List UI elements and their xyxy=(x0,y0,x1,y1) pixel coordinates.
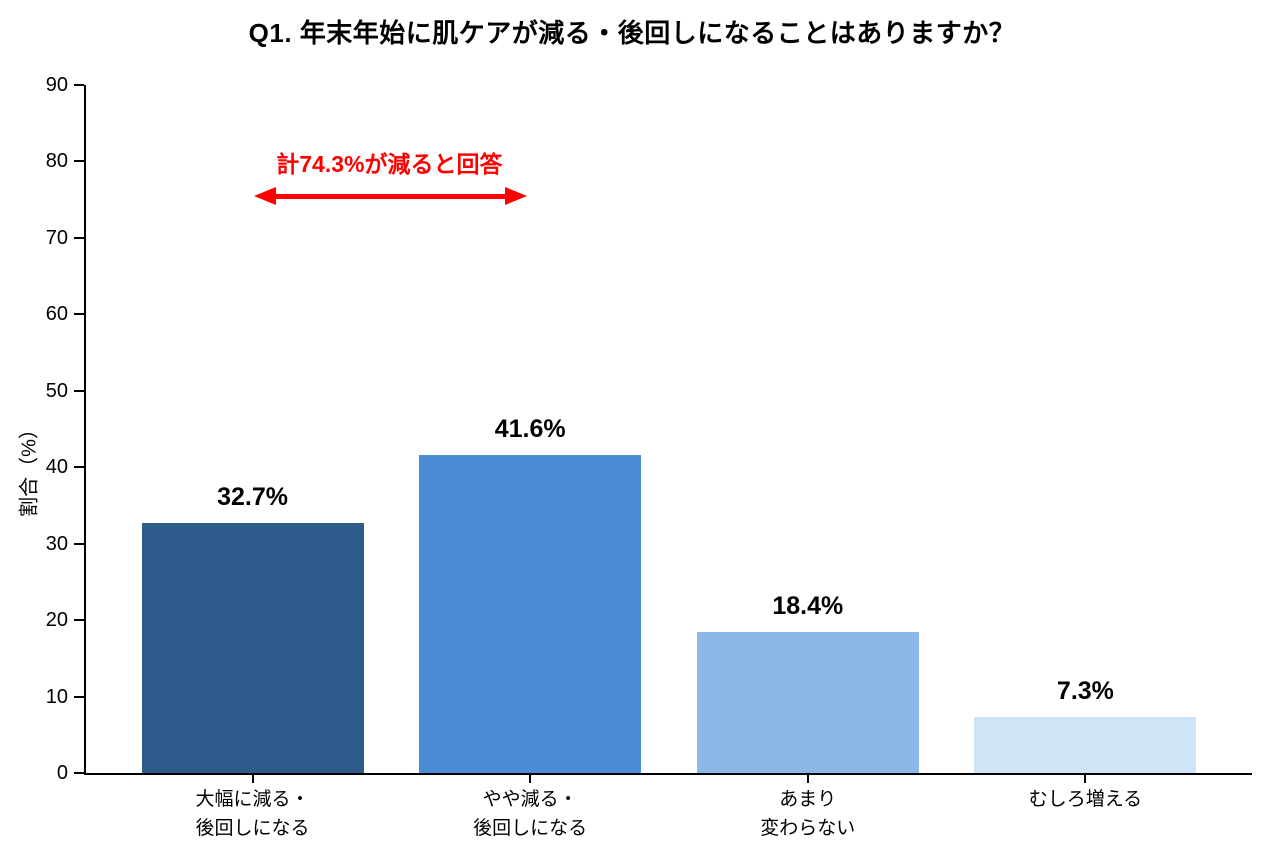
category-label: むしろ増える xyxy=(1028,789,1143,810)
y-axis-tick xyxy=(74,313,84,316)
plot-area: 0 10 20 30 40 50 60 70 80 90 32.7% 大幅に減る・ 後回しになる 41.… xyxy=(46,74,1252,839)
y-tick-label: 70 xyxy=(45,226,68,249)
bar xyxy=(974,717,1197,773)
arrow-right-head-icon xyxy=(505,186,528,205)
y-tick-label: 60 xyxy=(45,303,68,326)
bar xyxy=(419,455,642,773)
x-axis-tick xyxy=(1084,773,1087,783)
annotation-double-arrow xyxy=(253,186,528,206)
bar-value-label: 32.7% xyxy=(217,483,288,512)
category-label: 大幅に減る・ 後回しになる xyxy=(195,789,310,839)
y-axis-tick xyxy=(74,772,84,774)
y-tick-label: 10 xyxy=(45,685,68,708)
x-axis-tick xyxy=(806,773,809,783)
chart-title: Q1. 年末年始に肌ケアが減る・後回しになることはありますか？ xyxy=(248,18,1016,48)
category-label: あまり 変わらない xyxy=(760,789,856,839)
y-axis-tick xyxy=(74,695,84,698)
bar-value-label: 18.4% xyxy=(772,592,844,621)
y-tick-label: 30 xyxy=(45,532,68,555)
y-axis-tick xyxy=(74,84,84,86)
x-axis-tick xyxy=(529,773,532,783)
y-axis-tick xyxy=(74,542,84,545)
y-axis-tick xyxy=(74,619,84,622)
y-axis-tick xyxy=(74,389,84,392)
y-tick-label: 80 xyxy=(45,150,68,173)
y-tick-label: 0 xyxy=(56,762,68,784)
y-axis-tick xyxy=(74,466,84,469)
arrow-line xyxy=(263,193,518,199)
category-label: やや減る・ 後回しになる xyxy=(473,789,588,839)
bar xyxy=(696,632,919,773)
y-tick-label: 50 xyxy=(45,379,68,402)
y-tick-label: 20 xyxy=(45,609,68,632)
y-tick-label: 40 xyxy=(45,456,68,479)
bar-value-label: 41.6% xyxy=(494,414,566,443)
y-tick-label: 90 xyxy=(45,74,68,96)
bar-value-label: 7.3% xyxy=(1056,677,1114,706)
x-axis-tick xyxy=(251,773,254,783)
y-axis-tick xyxy=(74,236,84,239)
bar xyxy=(141,523,364,773)
annotation-text: 計74.3%が減ると回答 xyxy=(276,151,503,177)
y-axis-tick xyxy=(74,160,84,163)
